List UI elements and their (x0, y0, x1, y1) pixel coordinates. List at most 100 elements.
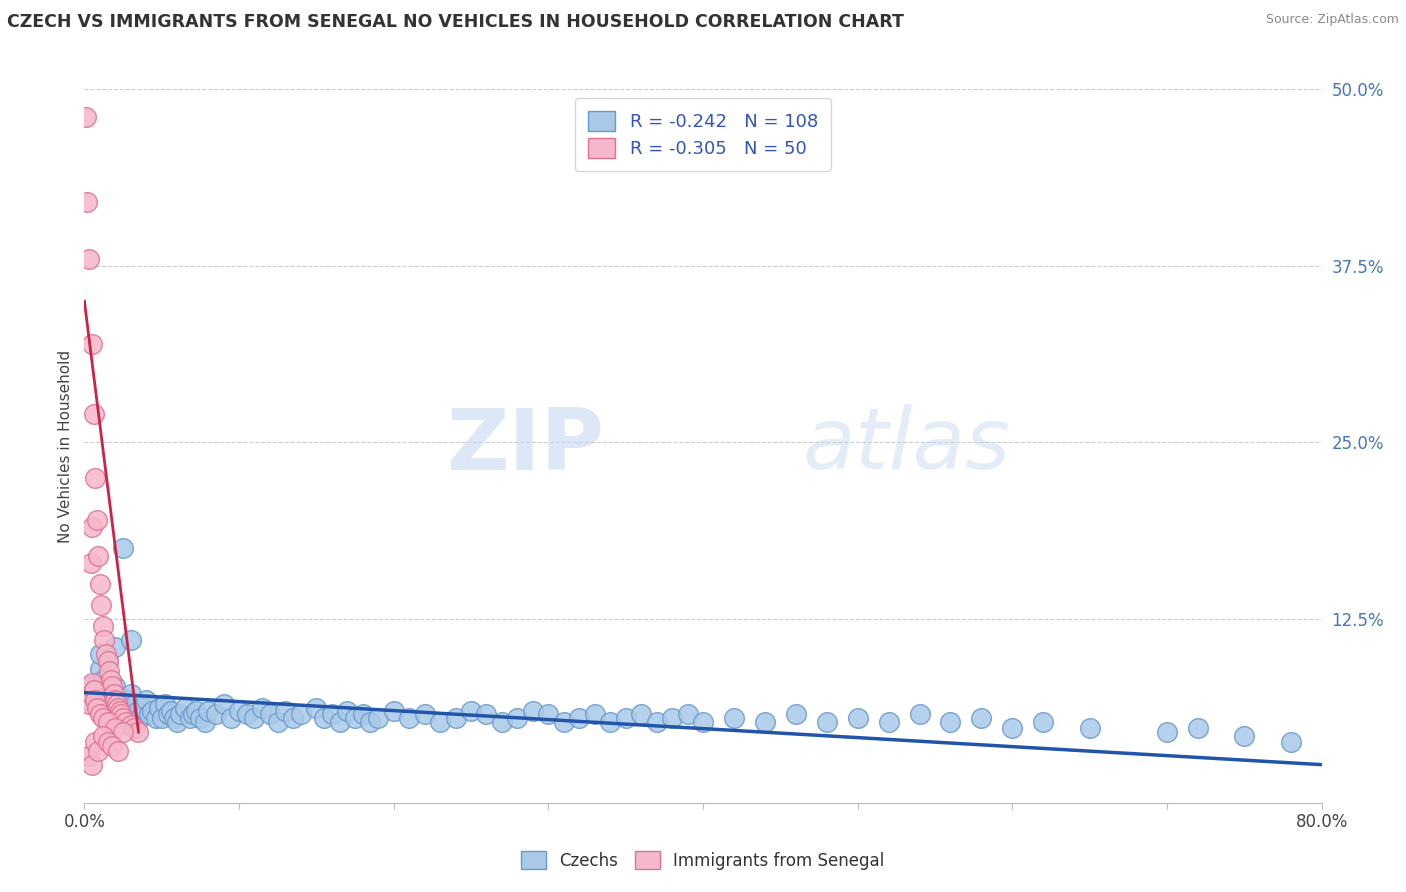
Point (321, 706, 343, 721)
Point (259, 706, 281, 721)
Point (96, 715, 118, 730)
Point (267, 715, 290, 730)
Point (754, 715, 776, 730)
Point (1156, 725, 1178, 739)
Point (382, 704, 405, 718)
Point (79, 556, 101, 570)
Point (84, 692, 107, 706)
Point (132, 701, 155, 715)
Point (77, 697, 100, 711)
Text: Source: ZipAtlas.com: Source: ZipAtlas.com (1265, 13, 1399, 27)
Point (243, 711, 266, 725)
Point (105, 692, 128, 706)
Point (568, 711, 591, 725)
Point (194, 715, 217, 730)
Point (212, 697, 235, 711)
Point (188, 711, 211, 725)
Point (723, 711, 745, 725)
Point (112, 541, 135, 556)
Point (104, 692, 127, 706)
Point (522, 704, 544, 718)
Point (83, 407, 105, 421)
Point (117, 692, 139, 706)
Point (107, 743, 129, 757)
Point (228, 704, 250, 718)
Point (84, 692, 107, 706)
Point (491, 715, 513, 730)
Point (120, 718, 142, 732)
Point (250, 701, 273, 715)
Point (84, 471, 107, 485)
Point (100, 673, 122, 687)
Point (138, 706, 160, 721)
Point (939, 715, 962, 730)
Point (101, 679, 124, 693)
Point (104, 640, 127, 655)
Point (583, 706, 606, 721)
Point (1279, 735, 1302, 749)
Point (127, 725, 149, 739)
Point (96, 655, 118, 669)
Point (108, 690, 131, 704)
Point (103, 687, 125, 701)
Point (197, 704, 219, 718)
Point (219, 711, 242, 725)
Point (120, 687, 142, 701)
Point (86, 513, 108, 527)
Y-axis label: No Vehicles in Household: No Vehicles in Household (58, 350, 73, 542)
Point (153, 697, 176, 711)
Point (460, 704, 482, 718)
Point (87, 697, 110, 711)
Point (93, 633, 115, 648)
Point (328, 715, 352, 730)
Point (181, 706, 204, 721)
Point (122, 706, 145, 721)
Point (970, 711, 993, 725)
Point (169, 706, 191, 721)
Point (135, 692, 157, 706)
Point (160, 704, 183, 718)
Point (114, 697, 136, 711)
Point (336, 704, 359, 718)
Point (115, 715, 138, 730)
Point (94, 648, 117, 662)
Point (93, 682, 115, 697)
Point (1187, 721, 1209, 735)
Point (77, 252, 100, 266)
Point (429, 715, 451, 730)
Point (184, 704, 207, 718)
Text: CZECH VS IMMIGRANTS FROM SENEGAL NO VEHICLES IN HOUSEHOLD CORRELATION CHART: CZECH VS IMMIGRANTS FROM SENEGAL NO VEHI… (7, 13, 904, 31)
Point (785, 706, 807, 721)
Point (174, 701, 197, 715)
Point (120, 633, 142, 648)
Point (79, 687, 101, 701)
Point (599, 715, 621, 730)
Point (82, 520, 104, 534)
Point (124, 697, 146, 711)
Point (614, 711, 637, 725)
Point (692, 715, 714, 730)
Point (96, 735, 118, 749)
Point (96, 690, 118, 704)
Point (87, 549, 110, 563)
Point (274, 704, 297, 718)
Point (112, 725, 135, 739)
Point (645, 715, 668, 730)
Point (98, 692, 121, 706)
Point (367, 711, 389, 725)
Point (108, 704, 131, 718)
Point (96, 655, 118, 669)
Point (77, 749, 100, 764)
Point (553, 715, 575, 730)
Point (281, 711, 305, 725)
Point (141, 704, 163, 718)
Point (444, 711, 467, 725)
Point (115, 711, 138, 725)
Point (110, 706, 132, 721)
Point (145, 711, 167, 725)
Point (82, 336, 104, 351)
Point (235, 706, 259, 721)
Point (127, 704, 149, 718)
Point (413, 706, 436, 721)
Point (815, 715, 838, 730)
